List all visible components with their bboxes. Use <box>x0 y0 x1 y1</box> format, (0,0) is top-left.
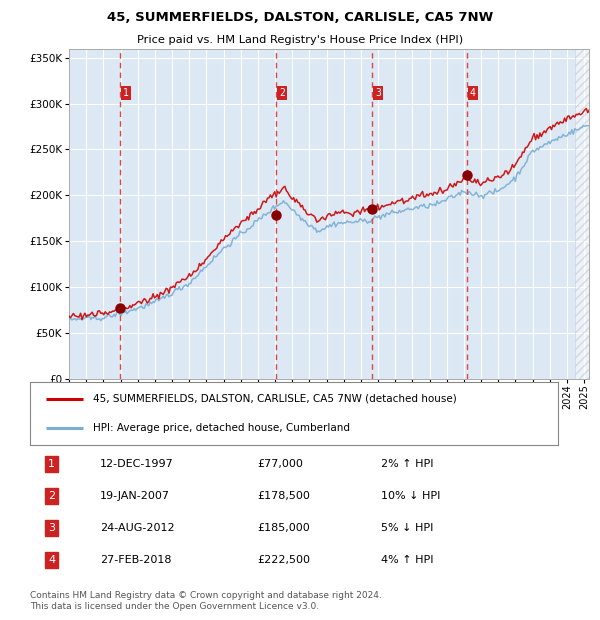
Text: 27-FEB-2018: 27-FEB-2018 <box>100 555 172 565</box>
Text: 1: 1 <box>48 459 55 469</box>
Text: £178,500: £178,500 <box>257 491 310 501</box>
Text: HPI: Average price, detached house, Cumberland: HPI: Average price, detached house, Cumb… <box>94 423 350 433</box>
Text: 12-DEC-1997: 12-DEC-1997 <box>100 459 174 469</box>
Text: 5% ↓ HPI: 5% ↓ HPI <box>381 523 433 533</box>
Text: 19-JAN-2007: 19-JAN-2007 <box>100 491 170 501</box>
Text: 10% ↓ HPI: 10% ↓ HPI <box>381 491 440 501</box>
Bar <box>575 48 600 379</box>
Text: 4% ↑ HPI: 4% ↑ HPI <box>381 555 433 565</box>
Text: 2: 2 <box>279 88 285 98</box>
Text: Contains HM Land Registry data © Crown copyright and database right 2024.
This d: Contains HM Land Registry data © Crown c… <box>30 591 382 611</box>
Text: 45, SUMMERFIELDS, DALSTON, CARLISLE, CA5 7NW: 45, SUMMERFIELDS, DALSTON, CARLISLE, CA5… <box>107 11 493 24</box>
Text: 4: 4 <box>470 88 476 98</box>
Text: 3: 3 <box>48 523 55 533</box>
Text: 2: 2 <box>48 491 55 501</box>
Text: £77,000: £77,000 <box>257 459 302 469</box>
Text: 45, SUMMERFIELDS, DALSTON, CARLISLE, CA5 7NW (detached house): 45, SUMMERFIELDS, DALSTON, CARLISLE, CA5… <box>94 394 457 404</box>
Text: 1: 1 <box>123 88 128 98</box>
Text: 3: 3 <box>375 88 381 98</box>
Text: £185,000: £185,000 <box>257 523 310 533</box>
Text: 24-AUG-2012: 24-AUG-2012 <box>100 523 175 533</box>
Text: Price paid vs. HM Land Registry's House Price Index (HPI): Price paid vs. HM Land Registry's House … <box>137 35 463 45</box>
Text: 2% ↑ HPI: 2% ↑ HPI <box>381 459 433 469</box>
Text: £222,500: £222,500 <box>257 555 310 565</box>
Text: 4: 4 <box>48 555 55 565</box>
